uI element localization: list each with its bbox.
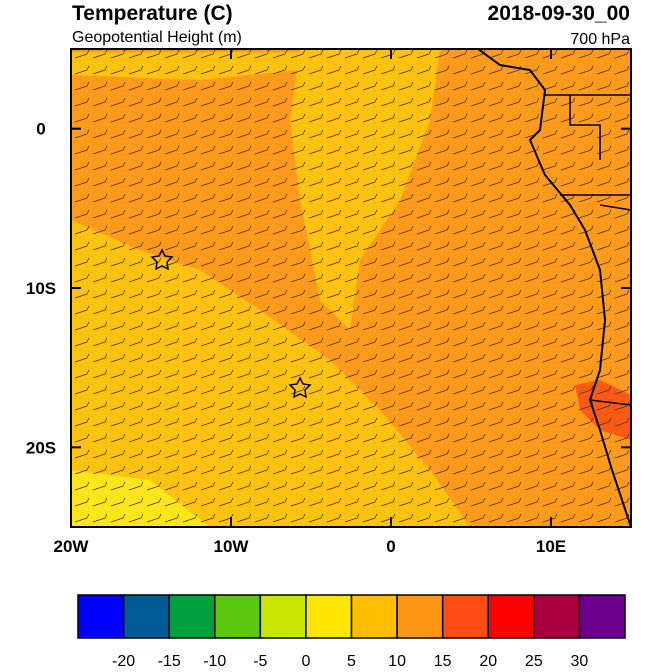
map-area [71,49,631,527]
colorbar: -20 -15 -10 -5 0 5 10 15 20 25 30 [77,594,626,670]
y-tick-label: 20S [26,438,56,457]
y-tick-label: 0 [36,120,45,139]
colorbar-box [214,594,262,639]
wind-barbs [71,49,631,527]
subtitle: Geopotential Height (m) [72,29,242,46]
station-marker [288,376,312,399]
colorbar-box [441,594,489,639]
colorbar-label: 15 [434,653,452,667]
colorbar-box [396,594,444,639]
colorbar-box [578,594,626,639]
colorbar-box [259,594,307,639]
colorbar-label: 25 [525,653,543,667]
colorbar-box [350,594,398,639]
axes: 20W 10W 0 10E 0 10S 20S [26,49,631,556]
colorbar-label: 0 [301,653,310,667]
level: 700 hPa [570,31,630,48]
colorbar-label: 10 [388,653,406,667]
colorbar-label: 30 [571,653,589,667]
colorbar-box [533,594,581,639]
colorbar-box [305,594,353,639]
colorbar-label: 20 [479,653,497,667]
borders [545,94,631,406]
title: Temperature (C) [72,2,233,25]
coastline [477,49,631,527]
colorbar-label: -15 [158,653,181,667]
colorbar-box [168,594,216,639]
date: 2018-09-30_00 [488,2,630,25]
colorbar-box [122,594,170,639]
colorbar-box [487,594,535,639]
colorbar-label: -5 [253,653,267,667]
x-tick-label: 20W [54,537,90,556]
station-marker [150,248,174,271]
y-tick-label: 10S [26,279,56,298]
colorbar-label: -20 [112,653,135,667]
x-tick-label: 10E [536,537,566,556]
colorbar-label: 5 [347,653,356,667]
x-tick-label: 0 [386,537,395,556]
colorbar-label: -10 [203,653,226,667]
colorbar-box [77,594,125,639]
x-tick-label: 10W [214,537,250,556]
